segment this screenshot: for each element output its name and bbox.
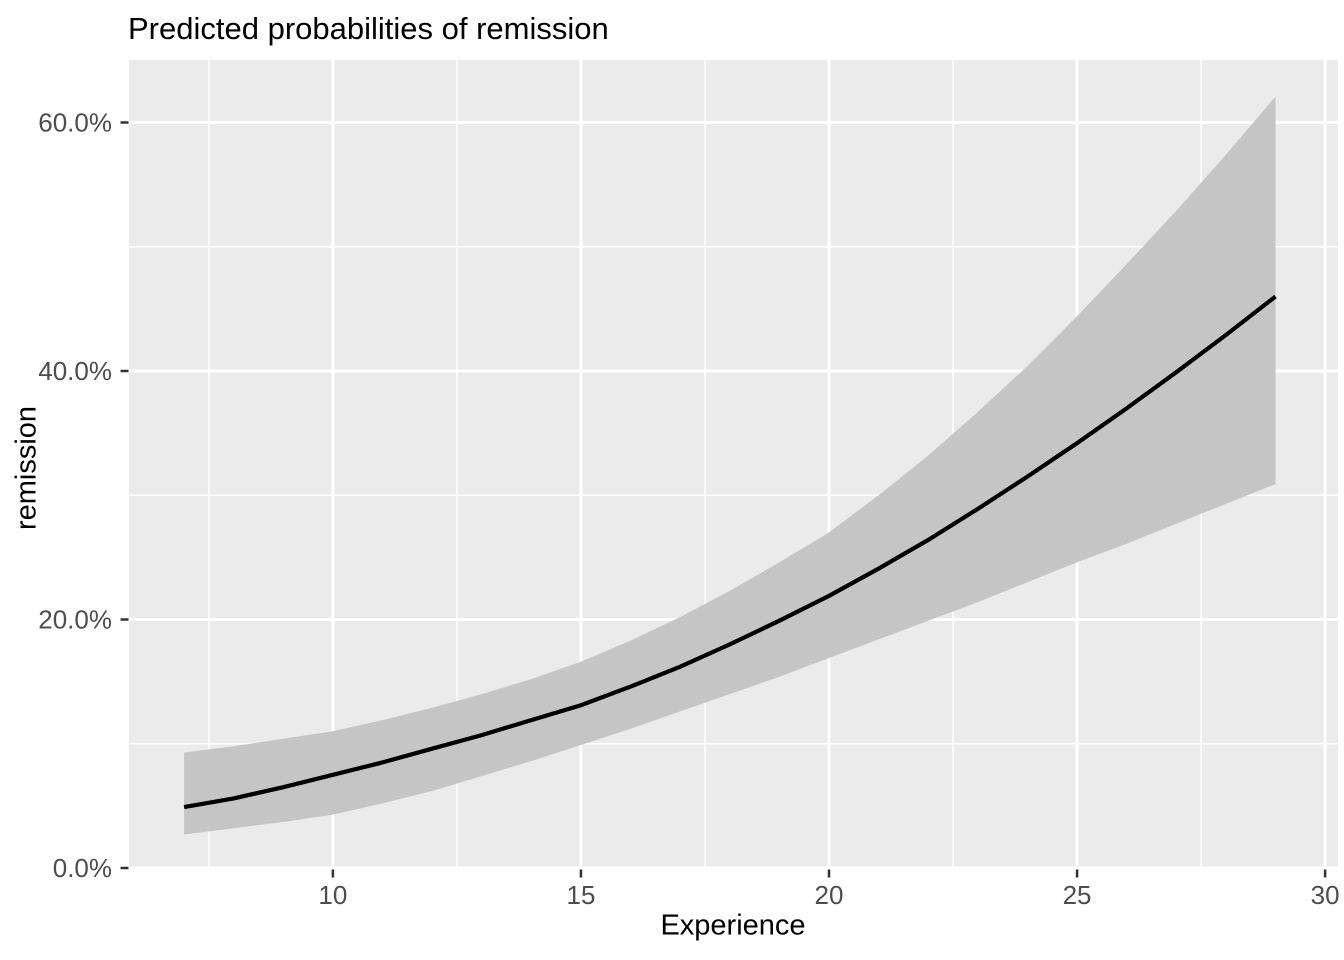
y-tick-label: 0.0% (53, 853, 112, 883)
y-tick-label: 60.0% (38, 107, 112, 137)
x-tick-label: 10 (318, 880, 347, 910)
x-tick-label: 30 (1311, 880, 1340, 910)
x-tick-label: 20 (815, 880, 844, 910)
y-tick-label: 40.0% (38, 356, 112, 386)
y-axis-title: remission (10, 405, 43, 531)
confidence-ribbon (184, 96, 1276, 835)
plot-title: Predicted probabilities of remission (128, 11, 609, 46)
x-tick-label: 25 (1063, 880, 1092, 910)
x-tick-label: 15 (566, 880, 595, 910)
x-axis-title: Experience (660, 909, 806, 942)
y-tick-label: 20.0% (38, 605, 112, 635)
fitted-line (183, 294, 1277, 810)
